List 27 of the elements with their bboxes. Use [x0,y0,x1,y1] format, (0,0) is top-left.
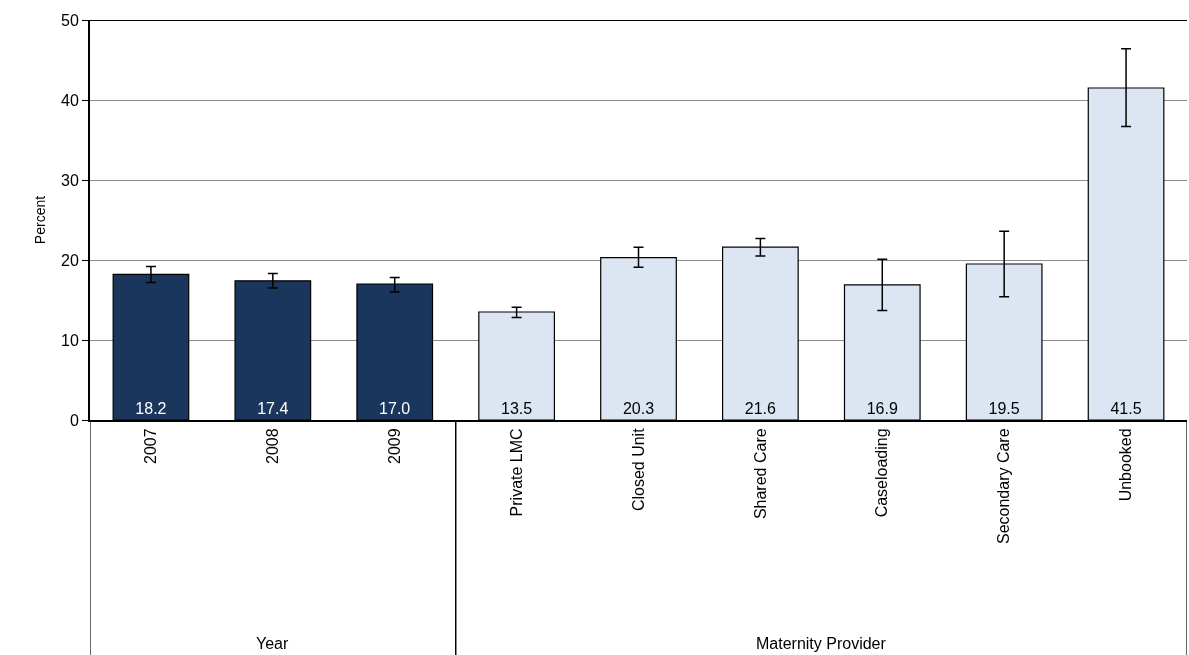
data-label: 41.5 [1110,400,1142,417]
y-tick-label: 50 [61,11,79,29]
data-label: 13.5 [500,400,533,417]
y-tick-label: 20 [61,251,79,269]
y-tick-label: 30 [61,171,79,189]
y-tick-label: 40 [61,91,79,109]
x-tick-label: Shared Care [751,428,769,520]
data-label: 19.5 [988,400,1020,417]
data-label: 17.0 [379,400,411,417]
y-tick-label: 10 [61,331,79,349]
y-tick-label: 0 [69,411,79,429]
x-tick-label: 2009 [385,428,403,464]
x-tick-label: Secondary Care [995,428,1013,545]
data-label: 17.4 [257,400,289,417]
data-label: 18.2 [135,400,167,417]
x-tick-label: Caseloading [873,428,891,518]
data-label: 21.6 [744,400,777,417]
text: Year [256,635,289,652]
data-label: 16.9 [866,400,898,417]
data-label: 20.3 [622,400,655,417]
y-axis-title: Percent [32,195,49,245]
x-tick-label: Private LMC [507,428,525,517]
x-tick-label: 2008 [264,428,282,464]
x-tick-label: Unbooked [1117,428,1135,502]
text: Maternity Provider [756,635,887,652]
x-tick-label: 2007 [142,428,160,464]
x-tick-label: Closed Unit [629,427,647,512]
